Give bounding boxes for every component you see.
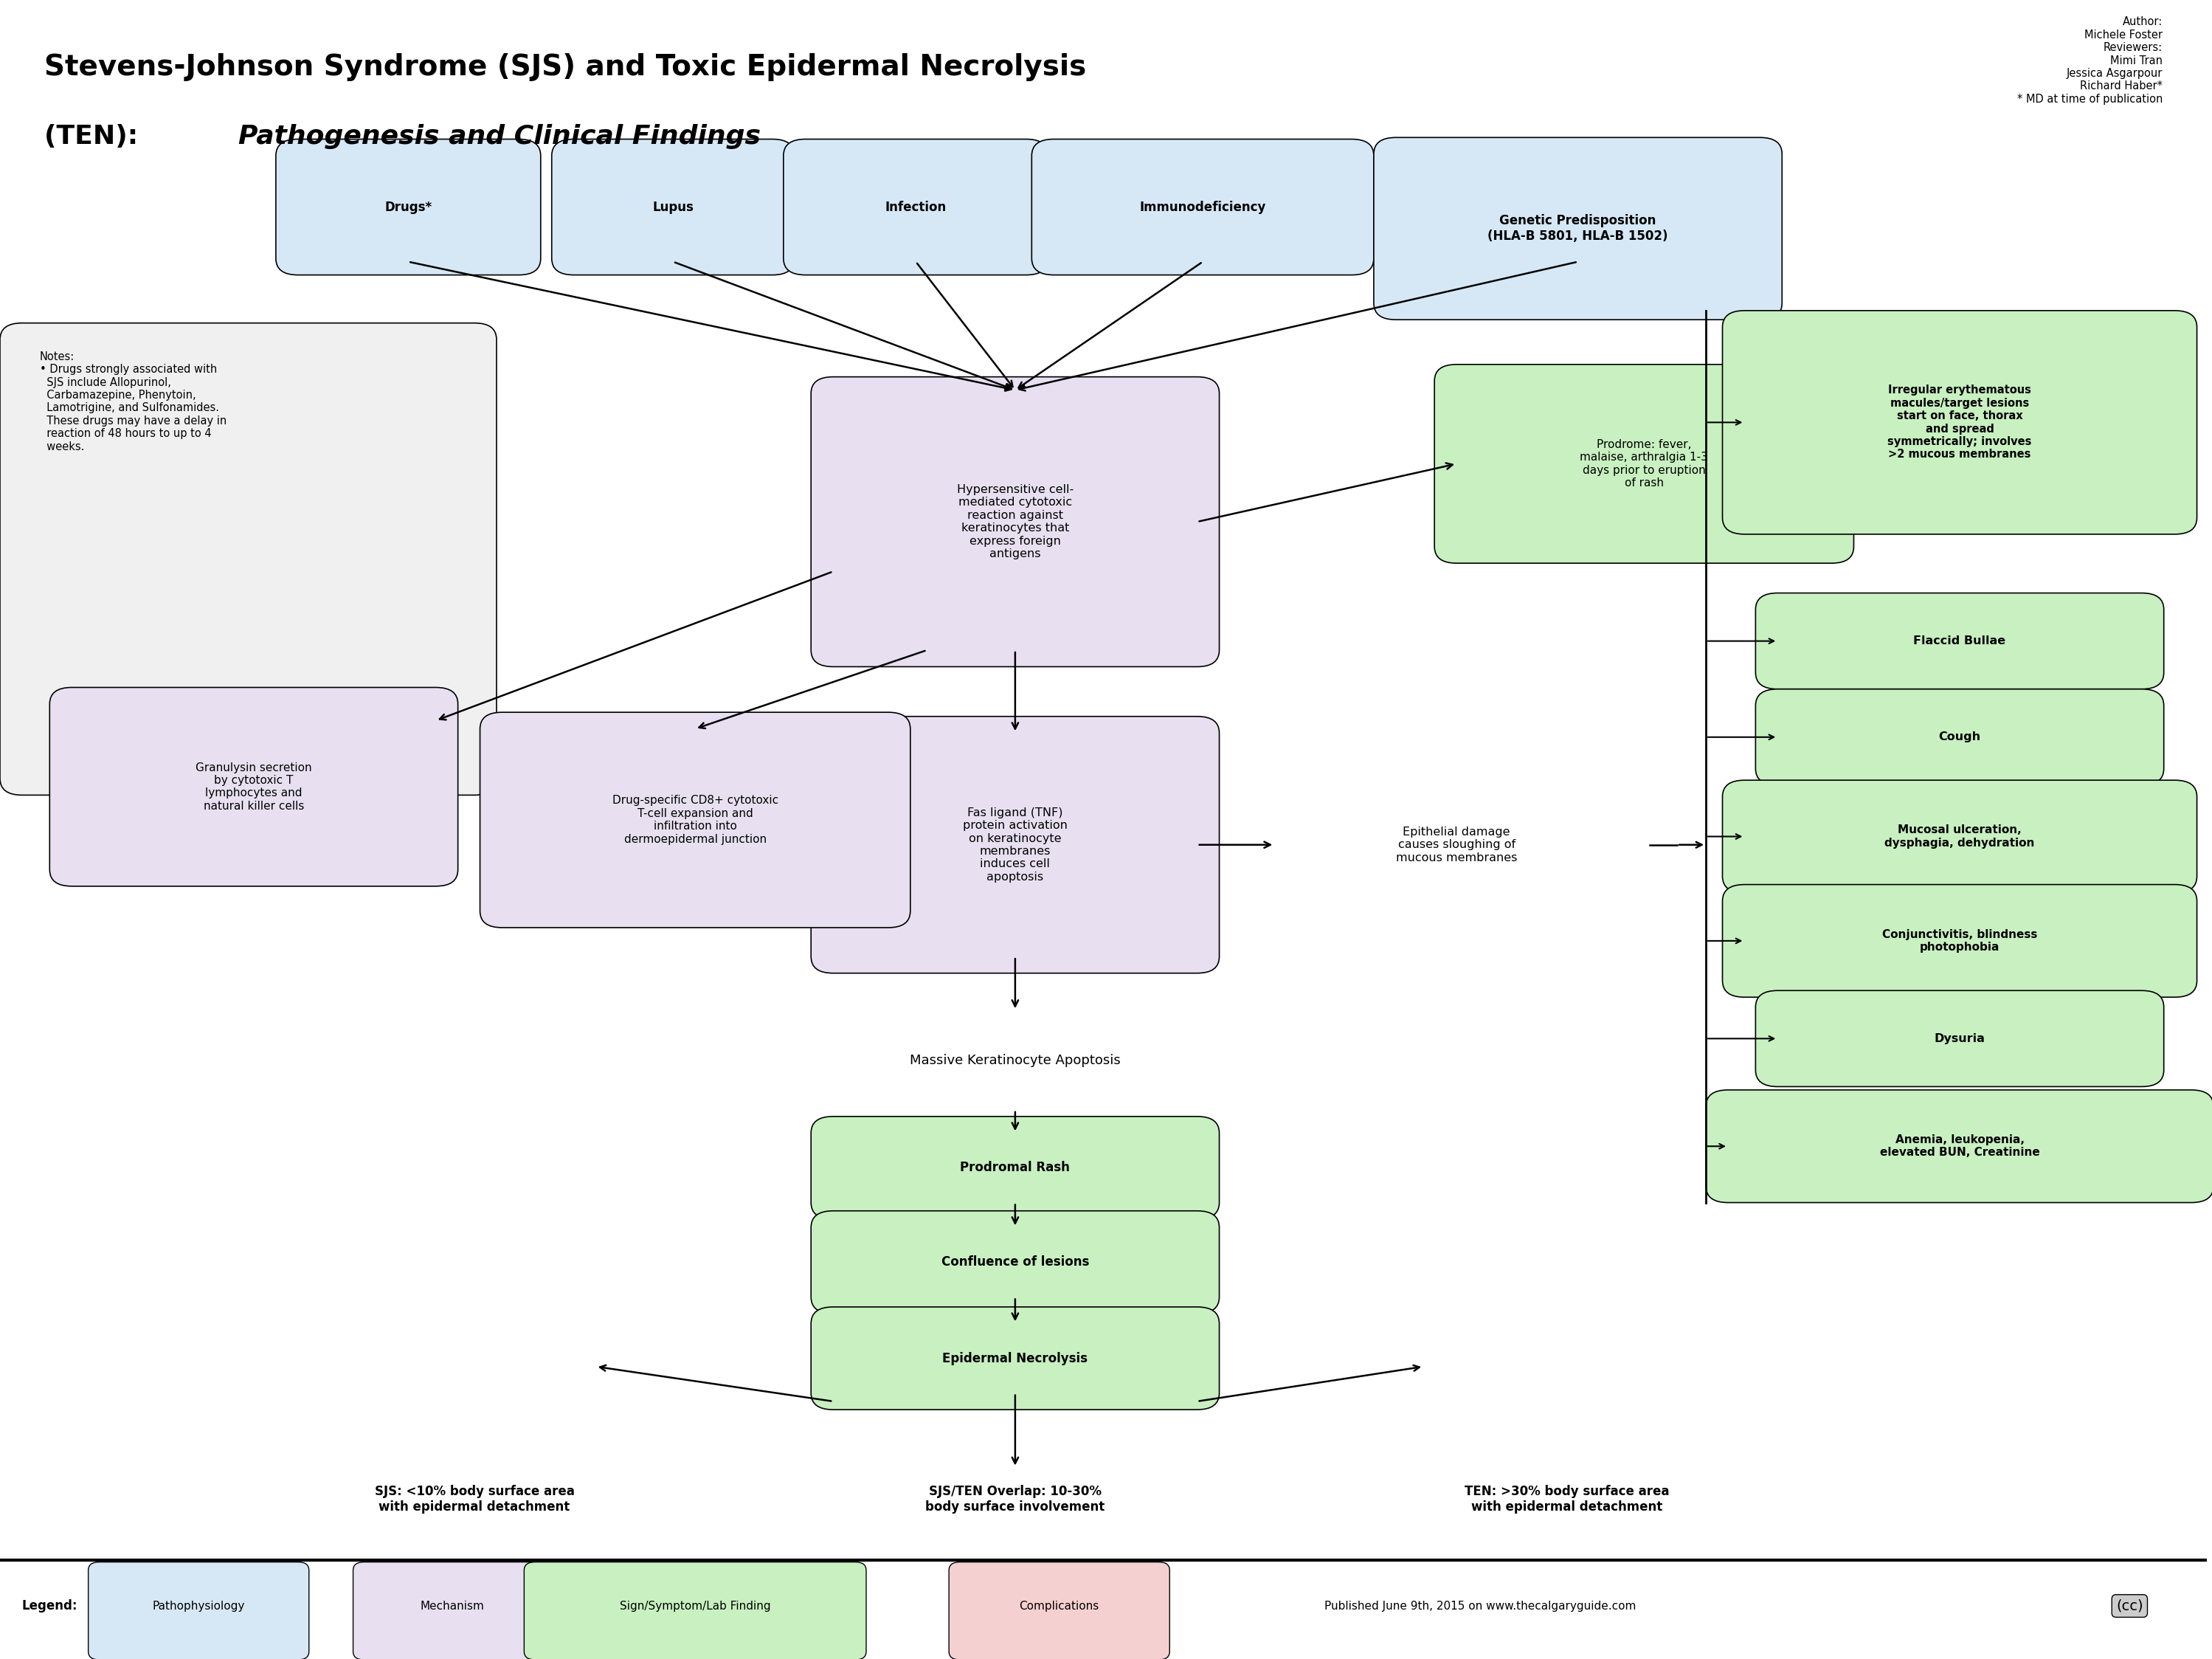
FancyBboxPatch shape <box>1723 780 2197 893</box>
Text: Prodrome: fever,
malaise, arthralgia 1-3
days prior to eruption
of rash: Prodrome: fever, malaise, arthralgia 1-3… <box>1579 440 1708 489</box>
FancyBboxPatch shape <box>49 687 458 886</box>
FancyBboxPatch shape <box>354 1563 551 1659</box>
FancyBboxPatch shape <box>551 139 794 275</box>
Text: Mechanism: Mechanism <box>420 1601 484 1611</box>
Text: Lupus: Lupus <box>653 201 695 214</box>
FancyBboxPatch shape <box>783 139 1048 275</box>
Text: Mucosal ulceration,
dysphagia, dehydration: Mucosal ulceration, dysphagia, dehydrati… <box>1885 825 2035 848</box>
Text: (cc): (cc) <box>2117 1599 2143 1613</box>
Text: Drug-specific CD8+ cytotoxic
T-cell expansion and
infiltration into
dermoepiderm: Drug-specific CD8+ cytotoxic T-cell expa… <box>613 795 779 844</box>
Text: Epithelial damage
causes sloughing of
mucous membranes: Epithelial damage causes sloughing of mu… <box>1396 826 1517 863</box>
FancyBboxPatch shape <box>1705 1090 2212 1203</box>
Text: Infection: Infection <box>885 201 947 214</box>
Text: Genetic Predisposition
(HLA-B 5801, HLA-B 1502): Genetic Predisposition (HLA-B 5801, HLA-… <box>1489 214 1668 242</box>
Text: (TEN):: (TEN): <box>44 124 148 149</box>
Text: Confluence of lesions: Confluence of lesions <box>942 1256 1088 1269</box>
FancyBboxPatch shape <box>1756 688 2163 785</box>
FancyBboxPatch shape <box>1433 365 1854 562</box>
Text: Drugs*: Drugs* <box>385 201 431 214</box>
FancyBboxPatch shape <box>1723 310 2197 534</box>
Text: Massive Keratinocyte Apoptosis: Massive Keratinocyte Apoptosis <box>909 1053 1121 1067</box>
Text: Stevens-Johnson Syndrome (SJS) and Toxic Epidermal Necrolysis: Stevens-Johnson Syndrome (SJS) and Toxic… <box>44 53 1086 81</box>
FancyBboxPatch shape <box>1031 139 1374 275</box>
Text: Legend:: Legend: <box>22 1599 77 1613</box>
FancyBboxPatch shape <box>812 1211 1219 1314</box>
FancyBboxPatch shape <box>88 1563 310 1659</box>
Text: Dysuria: Dysuria <box>1933 1034 1984 1044</box>
FancyBboxPatch shape <box>812 377 1219 667</box>
FancyBboxPatch shape <box>0 324 495 795</box>
Text: Pathophysiology: Pathophysiology <box>153 1601 246 1611</box>
Text: Immunodeficiency: Immunodeficiency <box>1139 201 1265 214</box>
FancyBboxPatch shape <box>1756 592 2163 688</box>
Text: Flaccid Bullae: Flaccid Bullae <box>1913 635 2006 647</box>
Text: Irregular erythematous
macules/target lesions
start on face, thorax
and spread
s: Irregular erythematous macules/target le… <box>1887 385 2033 460</box>
Text: Author:
Michele Foster
Reviewers:
Mimi Tran
Jessica Asgarpour
Richard Haber*
* M: Author: Michele Foster Reviewers: Mimi T… <box>2017 17 2163 105</box>
Text: SJS/TEN Overlap: 10-30%
body surface involvement: SJS/TEN Overlap: 10-30% body surface inv… <box>925 1485 1104 1513</box>
Text: SJS: <10% body surface area
with epidermal detachment: SJS: <10% body surface area with epiderm… <box>374 1485 575 1513</box>
FancyBboxPatch shape <box>812 717 1219 974</box>
Text: Anemia, leukopenia,
elevated BUN, Creatinine: Anemia, leukopenia, elevated BUN, Creati… <box>1880 1135 2039 1158</box>
Text: TEN: >30% body surface area
with epidermal detachment: TEN: >30% body surface area with epiderm… <box>1464 1485 1670 1513</box>
FancyBboxPatch shape <box>1723 884 2197 997</box>
Text: Hypersensitive cell-
mediated cytotoxic
reaction against
keratinocytes that
expr: Hypersensitive cell- mediated cytotoxic … <box>958 484 1073 559</box>
Text: Notes:
• Drugs strongly associated with
  SJS include Allopurinol,
  Carbamazepi: Notes: • Drugs strongly associated with … <box>40 352 226 453</box>
Text: Sign/Symptom/Lab Finding: Sign/Symptom/Lab Finding <box>619 1601 770 1611</box>
FancyBboxPatch shape <box>1756 990 2163 1087</box>
FancyBboxPatch shape <box>1252 745 1661 944</box>
Text: Prodromal Rash: Prodromal Rash <box>960 1161 1071 1175</box>
Text: Epidermal Necrolysis: Epidermal Necrolysis <box>942 1352 1088 1365</box>
FancyBboxPatch shape <box>1374 138 1783 320</box>
FancyBboxPatch shape <box>949 1563 1170 1659</box>
FancyBboxPatch shape <box>480 712 911 927</box>
FancyBboxPatch shape <box>276 139 540 275</box>
Text: Fas ligand (TNF)
protein activation
on keratinocyte
membranes
induces cell
apopt: Fas ligand (TNF) protein activation on k… <box>962 808 1068 883</box>
Text: Cough: Cough <box>1938 732 1980 743</box>
Text: Conjunctivitis, blindness
photophobia: Conjunctivitis, blindness photophobia <box>1882 929 2037 952</box>
Text: Published June 9th, 2015 on www.thecalgaryguide.com: Published June 9th, 2015 on www.thecalga… <box>1325 1601 1635 1611</box>
Text: Complications: Complications <box>1020 1601 1099 1611</box>
Text: Pathogenesis and Clinical Findings: Pathogenesis and Clinical Findings <box>239 124 761 149</box>
FancyBboxPatch shape <box>812 1117 1219 1219</box>
Text: Granulysin secretion
by cytotoxic T
lymphocytes and
natural killer cells: Granulysin secretion by cytotoxic T lymp… <box>195 761 312 811</box>
FancyBboxPatch shape <box>812 1307 1219 1410</box>
FancyBboxPatch shape <box>524 1563 867 1659</box>
